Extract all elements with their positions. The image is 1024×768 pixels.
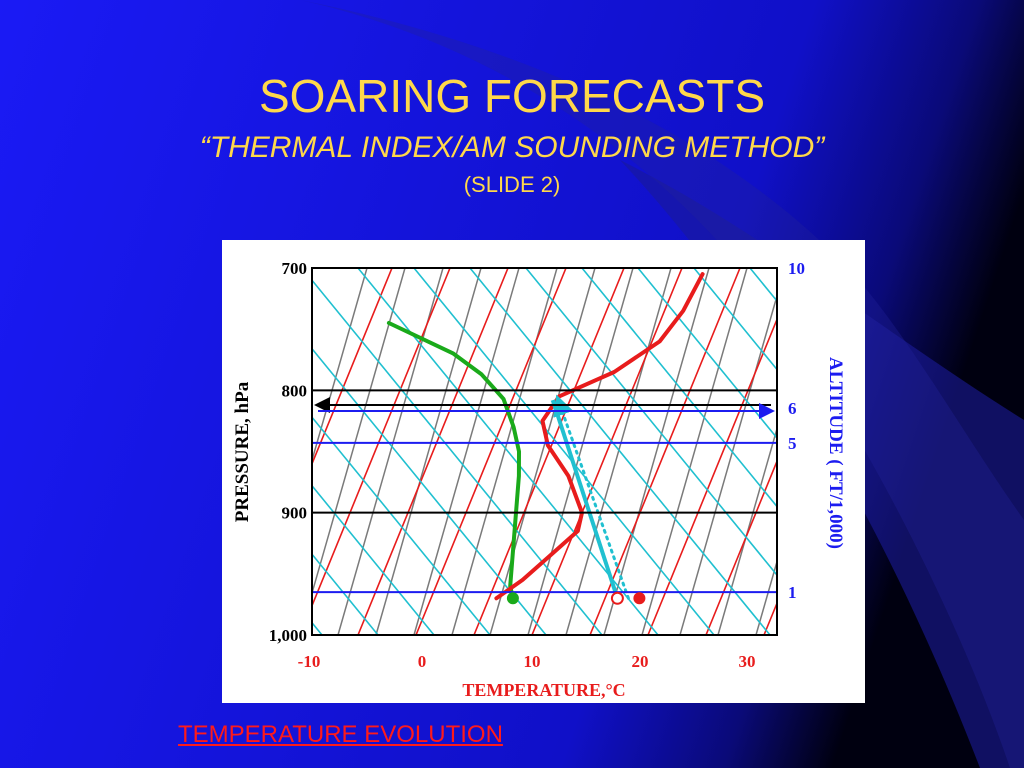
mixing-ratio-line xyxy=(641,268,748,635)
y2-tick-label: 10 xyxy=(788,259,805,278)
isotherm-line xyxy=(531,268,683,635)
dry-adiabat-line xyxy=(312,278,603,635)
x-tick-label: 0 xyxy=(418,652,427,671)
x-tick-label: 30 xyxy=(739,652,756,671)
mixing-ratio-line xyxy=(565,268,672,635)
mixing-ratio-line xyxy=(451,268,558,635)
y-tick-label: 800 xyxy=(282,381,308,400)
skew-t-svg: 700 800 900 1,000 -10 0 10 20 30 10 6 5 1 TEMPERATURE… xyxy=(232,259,865,700)
dry-adiabat-line xyxy=(693,268,777,371)
mixing-ratio-line xyxy=(717,426,777,635)
y2-axis-label: ALTITUDE ( FT/1,000) xyxy=(825,357,846,549)
y-tick-label: 700 xyxy=(282,259,308,278)
skew-t-chart: 700 800 900 1,000 -10 0 10 20 30 10 6 5 1 TEMPERATURE… xyxy=(222,240,865,703)
mixing-ratio-line xyxy=(312,268,368,463)
slide-subtitle: “THERMAL INDEX/AM SOUNDING METHOD” xyxy=(199,131,825,164)
surface-dewpoint-marker xyxy=(506,592,519,605)
y2-tick-label: 5 xyxy=(788,434,797,453)
mixing-ratio-line xyxy=(527,268,634,635)
plot-area xyxy=(312,268,865,635)
dry-adiabat-line xyxy=(312,347,547,635)
background-swoosh-2 xyxy=(300,0,1024,768)
dry-adiabat-line xyxy=(581,268,777,508)
background-swoosh xyxy=(620,160,1024,768)
x-tick-label: -10 xyxy=(298,652,321,671)
dry-adiabat-line xyxy=(862,268,865,635)
parcel-dotted-line xyxy=(553,394,630,600)
isotherm-line xyxy=(312,268,451,608)
isotherm-line xyxy=(589,268,741,635)
isotherm-line xyxy=(357,268,509,635)
mixing-ratio-line xyxy=(755,558,777,635)
dry-adiabat-line xyxy=(749,268,777,303)
slide-title: SOARING FORECASTS xyxy=(258,70,766,122)
dry-adiabat-line xyxy=(469,268,771,635)
mixing-ratio-line xyxy=(489,268,596,635)
x-tick-label: 10 xyxy=(524,652,541,671)
forecast-max-temp-marker xyxy=(610,591,624,605)
dry-adiabat-line xyxy=(312,484,435,635)
dry-adiabat-line xyxy=(312,552,379,635)
y2-tick-label: 6 xyxy=(788,399,797,418)
y2-tick-label: 1 xyxy=(788,583,797,602)
x-axis-label: TEMPERATURE,°C xyxy=(462,680,625,700)
mixing-ratio-line xyxy=(603,268,710,635)
temperature-line xyxy=(494,272,705,601)
parcel-dry-adiabat xyxy=(550,399,620,599)
plot-frame xyxy=(311,267,778,636)
surface-temp-marker xyxy=(633,592,646,605)
isotherm-line xyxy=(647,317,777,635)
dewpoint-line xyxy=(386,321,521,601)
dry-adiabat-line xyxy=(312,415,491,635)
y-tick-label: 900 xyxy=(282,504,308,523)
y-axis-label: PRESSURE, hPa xyxy=(232,381,253,522)
isotherm-line xyxy=(312,268,393,466)
isotherm-line xyxy=(473,268,625,635)
y-tick-label: 1,000 xyxy=(269,626,307,645)
mixing-ratio-line xyxy=(312,268,406,596)
slide-number: (SLIDE 2) xyxy=(463,172,561,197)
x-tick-label: 20 xyxy=(632,652,649,671)
mixing-ratio-line xyxy=(413,268,520,635)
isotherm-line xyxy=(705,459,777,635)
dry-adiabat-line xyxy=(637,268,777,440)
isotherm-line xyxy=(763,601,777,635)
temperature-evolution-link[interactable]: TEMPERATURE EVOLUTION xyxy=(178,721,503,748)
dry-adiabat-line xyxy=(413,268,715,635)
